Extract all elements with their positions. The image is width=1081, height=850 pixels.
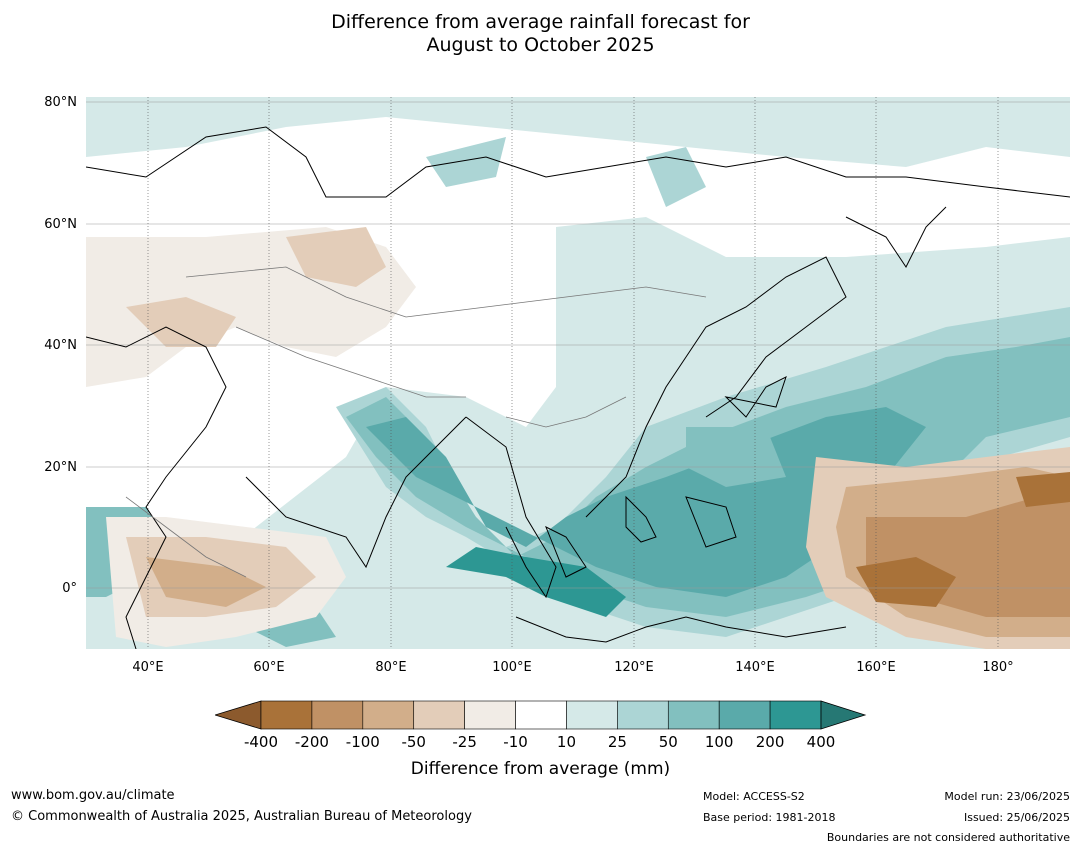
- colorbar: [215, 700, 867, 730]
- colorbar-tick-label: -50: [401, 733, 426, 751]
- colorbar-tick-label: -200: [294, 733, 329, 751]
- lon-label-120e: 120°E: [614, 660, 654, 675]
- colorbar-bin-0: [260, 700, 313, 730]
- chart-title-line2: August to October 2025: [426, 34, 655, 56]
- lon-label-60e: 60°E: [253, 660, 285, 675]
- colorbar-tick-label: 10: [556, 733, 576, 751]
- colorbar-bin-5: [515, 700, 567, 730]
- colorbar-tick-label: 400: [806, 733, 836, 751]
- colorbar-bin-9: [718, 700, 771, 730]
- lat-label-0: 0°: [62, 581, 77, 596]
- model-run-date: Model run: 23/06/2025: [944, 790, 1070, 803]
- colorbar-tick-label: -25: [452, 733, 477, 751]
- graticule: [86, 101, 1070, 589]
- rainfall-map: [86, 97, 1070, 649]
- colorbar-tick-label: -10: [503, 733, 528, 751]
- lon-label-160e: 160°E: [856, 660, 896, 675]
- colorbar-bin-4: [464, 700, 516, 730]
- lon-label-80e: 80°E: [375, 660, 407, 675]
- colorbar-bins: [260, 700, 822, 730]
- colorbar-tick-label: 100: [704, 733, 734, 751]
- colorbar-bin-2: [362, 700, 415, 730]
- copyright-text: © Commonwealth of Australia 2025, Austra…: [11, 809, 472, 824]
- lon-label-140e: 140°E: [735, 660, 775, 675]
- colorbar-tick-label: -100: [345, 733, 380, 751]
- issued-date: Issued: 25/06/2025: [963, 811, 1070, 824]
- lat-label-20n: 20°N: [44, 460, 77, 475]
- lat-label-60n: 60°N: [44, 217, 77, 232]
- colorbar-bin-6: [566, 700, 618, 730]
- colorbar-bin-8: [667, 700, 720, 730]
- colorbar-tick-label: -400: [243, 733, 279, 751]
- lat-label-80n: 80°N: [44, 95, 77, 110]
- model-name: Model: ACCESS-S2: [703, 790, 805, 803]
- colorbar-bin-3: [413, 700, 465, 730]
- lon-label-40e: 40°E: [132, 660, 164, 675]
- boundaries-disclaimer: Boundaries are not considered authoritat…: [826, 831, 1070, 844]
- colorbar-below-min: [215, 700, 262, 730]
- base-period: Base period: 1981-2018: [703, 811, 836, 824]
- lat-label-40n: 40°N: [44, 338, 77, 353]
- website-link[interactable]: www.bom.gov.au/climate: [11, 788, 175, 803]
- dry-anomaly-regions: [86, 227, 1070, 649]
- colorbar-bin-10: [769, 700, 822, 730]
- colorbar-above-max: [820, 700, 867, 730]
- country-boundaries: [125, 266, 707, 578]
- colorbar-tick-label: 50: [658, 733, 678, 751]
- coastlines: [86, 126, 1070, 649]
- map-canvas: [86, 97, 1070, 649]
- lon-label-180: 180°: [982, 660, 1014, 675]
- colorbar-label: Difference from average (mm): [410, 759, 671, 779]
- meridians: [147, 97, 999, 649]
- colorbar-bin-1: [311, 700, 364, 730]
- colorbar-bin-7: [617, 700, 669, 730]
- chart-title-line1: Difference from average rainfall forecas…: [331, 11, 750, 33]
- lon-label-100e: 100°E: [492, 660, 532, 675]
- colorbar-tick-label: 25: [607, 733, 627, 751]
- colorbar-tick-label: 200: [755, 733, 785, 751]
